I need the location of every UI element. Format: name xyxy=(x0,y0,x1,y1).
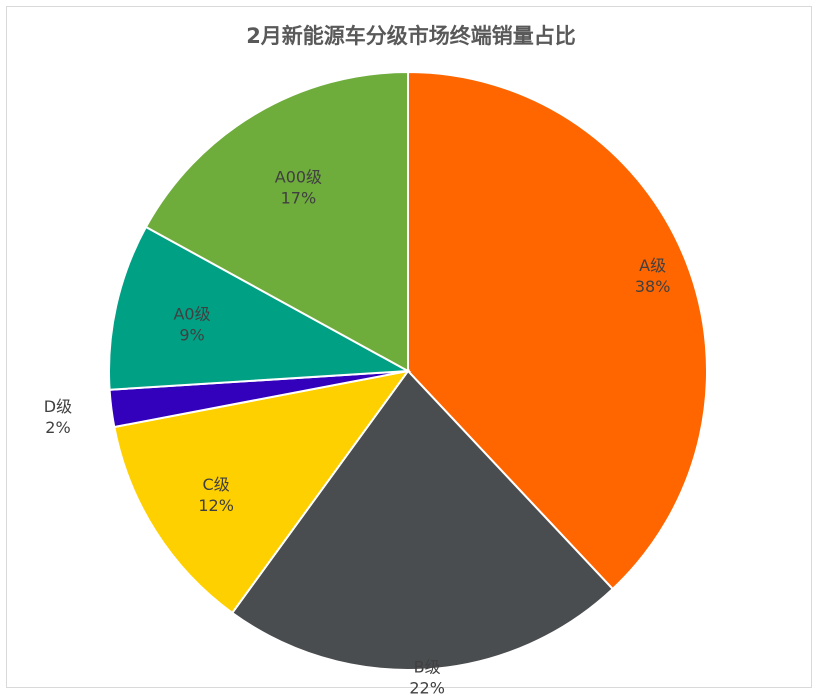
pie-labels: A级 38% B级 22% C级 12% D级 2% A0级 9% A00级 17% xyxy=(44,168,671,696)
slice-percent-4: 9% xyxy=(179,326,204,345)
pie-slices xyxy=(108,70,708,671)
pie-slice-4 xyxy=(108,225,412,391)
slice-label-1: B级 xyxy=(414,657,441,676)
slice-percent-1: 22% xyxy=(409,678,445,696)
slice-percent-0: 38% xyxy=(635,277,671,296)
slice-label-5: A00级 xyxy=(275,168,322,187)
slice-percent-5: 17% xyxy=(281,189,317,208)
pie-slice-0 xyxy=(407,70,708,591)
chart-title: 2月新能源车分级市场终端销量占比 xyxy=(246,24,576,48)
slice-label-0: A级 xyxy=(639,256,666,275)
slice-label-3: D级 xyxy=(44,397,72,416)
slice-label-4: A0级 xyxy=(173,305,210,324)
pie-slice-1 xyxy=(230,369,615,671)
slice-label-2: C级 xyxy=(203,475,230,494)
slice-percent-3: 2% xyxy=(45,418,70,437)
pie-slice-2 xyxy=(113,369,411,615)
slice-percent-2: 12% xyxy=(198,496,234,515)
pie-slice-5 xyxy=(144,70,409,373)
